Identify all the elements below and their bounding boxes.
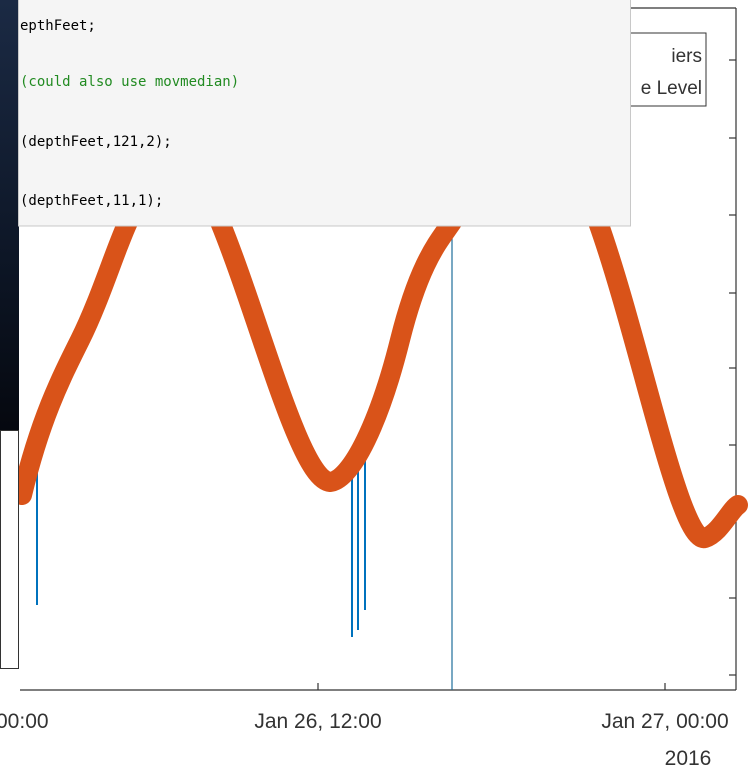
legend-entry: e Level — [641, 78, 702, 99]
code-panel — [18, 0, 631, 227]
legend-entry: iers — [671, 46, 702, 67]
right-ticks — [317, 59, 736, 690]
code-line: (depthFeet,121,2); — [20, 134, 172, 150]
code-line: (depthFeet,11,1); — [20, 193, 163, 209]
code-comment: (could also use movmedian) — [20, 74, 239, 90]
x-tick-label: 00:00 — [0, 710, 49, 733]
x-tick-label: Jan 26, 12:00 — [254, 710, 381, 733]
outlier-spikes — [36, 226, 453, 690]
x-tick-label: Jan 27, 00:00 — [601, 710, 728, 733]
x-year-label: 2016 — [665, 747, 712, 770]
code-line: epthFeet; — [20, 18, 96, 34]
water-level-curve — [12, 212, 748, 548]
background-image — [0, 0, 19, 430]
side-panel — [0, 430, 19, 669]
